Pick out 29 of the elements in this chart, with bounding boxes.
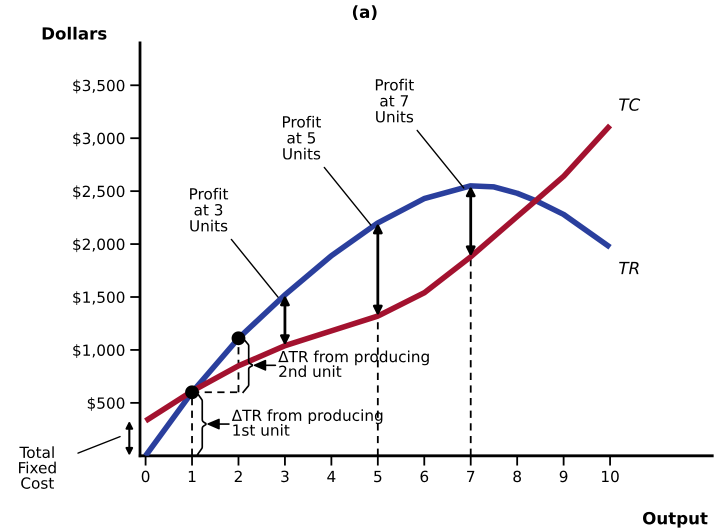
x-tick-label: 6	[420, 470, 428, 482]
series-label: TR	[619, 262, 639, 274]
annotation: Profit at 7 Units	[376, 78, 414, 123]
y-tick-label: $2,000	[73, 238, 124, 252]
x-tick-label: 1	[188, 470, 196, 482]
text: Total Fixed Cost	[19, 446, 56, 489]
y-tick-label: $3,000	[73, 132, 124, 146]
chart-title: (a)	[352, 5, 377, 20]
y-tick-label: $500	[88, 397, 124, 411]
x-tick-label: 9	[560, 470, 568, 482]
annotation: ΔTR from producing 1st unit	[232, 409, 382, 436]
y-tick-label: $3,500	[73, 79, 124, 94]
y-axis-title: Dollars	[42, 26, 106, 40]
annotation: Profit at 5 Units	[282, 116, 321, 160]
x-axis-title: Output	[643, 512, 708, 528]
y-tick-label: $1,500	[73, 291, 124, 306]
x-tick-label: 0	[142, 470, 150, 482]
x-tick-label: 3	[281, 470, 289, 482]
annotation: ΔTR from producing 2nd unit	[278, 350, 429, 378]
x-tick-label: 2	[234, 470, 242, 482]
x-tick-label: 10	[602, 470, 619, 482]
x-tick-label: 5	[374, 470, 382, 482]
annotation: Profit at 3 Units	[190, 188, 228, 232]
x-tick-label: 7	[467, 470, 474, 482]
y-tick-label: $2,500	[73, 185, 124, 200]
x-tick-label: 8	[513, 470, 521, 482]
series-label: TC	[619, 98, 640, 111]
y-tick-label: $1,000	[73, 344, 124, 358]
x-tick-label: 4	[327, 470, 336, 482]
